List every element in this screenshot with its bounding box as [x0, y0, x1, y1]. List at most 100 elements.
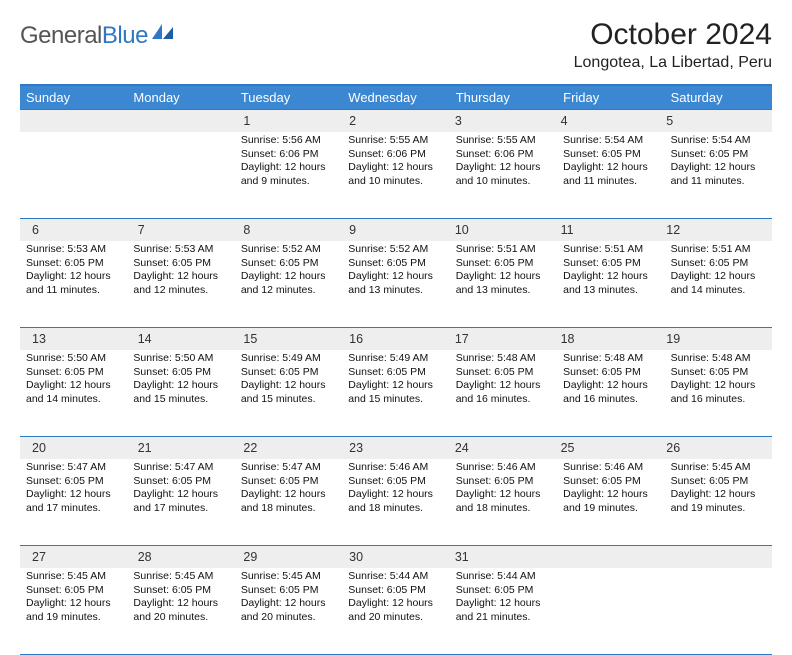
dl2-text: and 12 minutes. — [241, 284, 336, 298]
calendar-cell: Sunrise: 5:44 AMSunset: 6:05 PMDaylight:… — [342, 568, 449, 654]
sunset-text: Sunset: 6:05 PM — [348, 584, 443, 598]
day-info: Sunrise: 5:44 AMSunset: 6:05 PMDaylight:… — [342, 568, 449, 629]
day-info: Sunrise: 5:45 AMSunset: 6:05 PMDaylight:… — [127, 568, 234, 629]
week-row: Sunrise: 5:50 AMSunset: 6:05 PMDaylight:… — [20, 350, 772, 436]
dl2-text: and 19 minutes. — [26, 611, 121, 625]
sunset-text: Sunset: 6:05 PM — [133, 475, 228, 489]
sunset-text: Sunset: 6:05 PM — [348, 475, 443, 489]
dl1-text: Daylight: 12 hours — [563, 161, 658, 175]
sunrise-text: Sunrise: 5:52 AM — [241, 243, 336, 257]
day-number: 15 — [237, 330, 343, 348]
title-block: October 2024 Longotea, La Libertad, Peru — [574, 18, 772, 72]
day-number: 21 — [132, 439, 238, 457]
sunrise-text: Sunrise: 5:56 AM — [241, 134, 336, 148]
dl1-text: Daylight: 12 hours — [456, 597, 551, 611]
daynum-row: 13141516171819 — [20, 327, 772, 350]
sunrise-text: Sunrise: 5:44 AM — [348, 570, 443, 584]
day-number: 22 — [237, 439, 343, 457]
dl1-text: Daylight: 12 hours — [133, 488, 228, 502]
day-number: 11 — [555, 221, 661, 239]
dl1-text: Daylight: 12 hours — [26, 488, 121, 502]
calendar-cell: Sunrise: 5:44 AMSunset: 6:05 PMDaylight:… — [450, 568, 557, 654]
dl2-text: and 10 minutes. — [348, 175, 443, 189]
day-info: Sunrise: 5:48 AMSunset: 6:05 PMDaylight:… — [450, 350, 557, 411]
day-number — [555, 548, 661, 566]
day-number: 13 — [26, 330, 132, 348]
day-number: 4 — [555, 112, 661, 130]
day-number: 14 — [132, 330, 238, 348]
day-number — [132, 112, 238, 130]
calendar-cell: Sunrise: 5:46 AMSunset: 6:05 PMDaylight:… — [342, 459, 449, 545]
dl1-text: Daylight: 12 hours — [241, 488, 336, 502]
sunrise-text: Sunrise: 5:51 AM — [563, 243, 658, 257]
calendar-cell: Sunrise: 5:46 AMSunset: 6:05 PMDaylight:… — [450, 459, 557, 545]
calendar-cell: Sunrise: 5:48 AMSunset: 6:05 PMDaylight:… — [450, 350, 557, 436]
day-number: 10 — [449, 221, 555, 239]
dl2-text: and 20 minutes. — [348, 611, 443, 625]
dl1-text: Daylight: 12 hours — [456, 488, 551, 502]
sunrise-text: Sunrise: 5:54 AM — [671, 134, 766, 148]
day-number: 23 — [343, 439, 449, 457]
week-row: Sunrise: 5:56 AMSunset: 6:06 PMDaylight:… — [20, 132, 772, 218]
dl1-text: Daylight: 12 hours — [456, 379, 551, 393]
dl2-text: and 11 minutes. — [26, 284, 121, 298]
day-number: 19 — [660, 330, 766, 348]
sunset-text: Sunset: 6:05 PM — [671, 475, 766, 489]
location-text: Longotea, La Libertad, Peru — [574, 54, 772, 72]
dl2-text: and 15 minutes. — [241, 393, 336, 407]
day-number: 28 — [132, 548, 238, 566]
dl1-text: Daylight: 12 hours — [348, 379, 443, 393]
day-info: Sunrise: 5:54 AMSunset: 6:05 PMDaylight:… — [665, 132, 772, 193]
sunset-text: Sunset: 6:06 PM — [348, 148, 443, 162]
sunset-text: Sunset: 6:05 PM — [241, 257, 336, 271]
calendar-cell: Sunrise: 5:54 AMSunset: 6:05 PMDaylight:… — [665, 132, 772, 218]
day-number: 29 — [237, 548, 343, 566]
calendar-cell: Sunrise: 5:53 AMSunset: 6:05 PMDaylight:… — [127, 241, 234, 327]
sunrise-text: Sunrise: 5:48 AM — [563, 352, 658, 366]
day-number: 31 — [449, 548, 555, 566]
dl2-text: and 9 minutes. — [241, 175, 336, 189]
daynum-row: 6789101112 — [20, 218, 772, 241]
day-number — [660, 548, 766, 566]
dl1-text: Daylight: 12 hours — [348, 488, 443, 502]
sunset-text: Sunset: 6:05 PM — [456, 584, 551, 598]
calendar-cell — [665, 568, 772, 654]
day-info: Sunrise: 5:53 AMSunset: 6:05 PMDaylight:… — [20, 241, 127, 302]
dl1-text: Daylight: 12 hours — [671, 488, 766, 502]
sunrise-text: Sunrise: 5:49 AM — [241, 352, 336, 366]
day-info: Sunrise: 5:45 AMSunset: 6:05 PMDaylight:… — [665, 459, 772, 520]
day-number: 24 — [449, 439, 555, 457]
day-number: 17 — [449, 330, 555, 348]
day-number: 6 — [26, 221, 132, 239]
week-row: Sunrise: 5:53 AMSunset: 6:05 PMDaylight:… — [20, 241, 772, 327]
calendar-cell: Sunrise: 5:45 AMSunset: 6:05 PMDaylight:… — [20, 568, 127, 654]
dl1-text: Daylight: 12 hours — [133, 597, 228, 611]
day-number: 3 — [449, 112, 555, 130]
calendar-cell — [20, 132, 127, 218]
day-info: Sunrise: 5:52 AMSunset: 6:05 PMDaylight:… — [342, 241, 449, 302]
dl1-text: Daylight: 12 hours — [563, 270, 658, 284]
dl1-text: Daylight: 12 hours — [456, 270, 551, 284]
daynum-row: 12345 — [20, 109, 772, 132]
sunrise-text: Sunrise: 5:45 AM — [133, 570, 228, 584]
sunset-text: Sunset: 6:05 PM — [26, 366, 121, 380]
calendar-cell: Sunrise: 5:51 AMSunset: 6:05 PMDaylight:… — [665, 241, 772, 327]
sunset-text: Sunset: 6:05 PM — [456, 475, 551, 489]
sunrise-text: Sunrise: 5:55 AM — [456, 134, 551, 148]
dl2-text: and 15 minutes. — [348, 393, 443, 407]
day-info: Sunrise: 5:47 AMSunset: 6:05 PMDaylight:… — [20, 459, 127, 520]
sunrise-text: Sunrise: 5:49 AM — [348, 352, 443, 366]
sunrise-text: Sunrise: 5:48 AM — [456, 352, 551, 366]
day-info: Sunrise: 5:44 AMSunset: 6:05 PMDaylight:… — [450, 568, 557, 629]
calendar-cell: Sunrise: 5:56 AMSunset: 6:06 PMDaylight:… — [235, 132, 342, 218]
calendar-cell: Sunrise: 5:46 AMSunset: 6:05 PMDaylight:… — [557, 459, 664, 545]
sunset-text: Sunset: 6:06 PM — [241, 148, 336, 162]
dl2-text: and 19 minutes. — [671, 502, 766, 516]
sunset-text: Sunset: 6:05 PM — [456, 366, 551, 380]
sunrise-text: Sunrise: 5:54 AM — [563, 134, 658, 148]
day-info: Sunrise: 5:45 AMSunset: 6:05 PMDaylight:… — [20, 568, 127, 629]
sunset-text: Sunset: 6:05 PM — [133, 584, 228, 598]
dl1-text: Daylight: 12 hours — [348, 161, 443, 175]
day-header-row: SundayMondayTuesdayWednesdayThursdayFrid… — [20, 86, 772, 109]
dl1-text: Daylight: 12 hours — [133, 379, 228, 393]
